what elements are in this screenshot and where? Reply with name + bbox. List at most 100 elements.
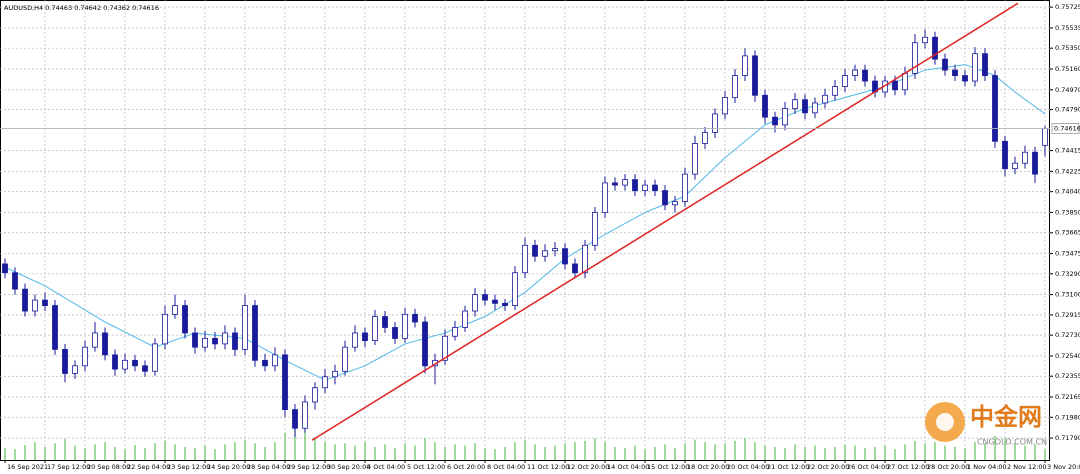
x-tick-label: 24 Sep 20:00 [207, 463, 250, 471]
y-tick-label: 0.74970 [1055, 86, 1080, 94]
x-tick-label: 2 Nov 12:00 [1007, 463, 1047, 471]
candle-body [542, 250, 548, 257]
volume-bar [834, 446, 836, 460]
volume-bar [384, 444, 386, 460]
volume-bar [274, 442, 276, 460]
candle-body [662, 190, 668, 206]
candle-body [12, 272, 18, 290]
candle-body [562, 248, 568, 265]
volume-bar [594, 438, 596, 460]
trendline [311, 2, 1019, 441]
candle-body [262, 359, 268, 367]
candle-body [712, 113, 718, 133]
candle-body [462, 310, 468, 328]
volume-bar [1014, 443, 1016, 460]
candle-body [802, 99, 808, 114]
volume-bar [574, 442, 576, 460]
x-tick-label: 18 Oct 20:00 [687, 463, 729, 471]
candle-body [692, 143, 698, 175]
x-tick-label: 29 Sep 12:00 [287, 463, 330, 471]
volume-bar [694, 439, 696, 460]
volume-bar [634, 445, 636, 460]
x-tick-label: 28 Sep 04:00 [247, 463, 290, 471]
volume-bar [1004, 438, 1006, 460]
candle-body [402, 313, 408, 339]
candle-body [232, 332, 238, 350]
volume-bar [874, 446, 876, 460]
volume-bar [674, 448, 676, 460]
volume-bar [704, 442, 706, 460]
volume-bar [624, 448, 626, 460]
volume-bar [904, 444, 906, 460]
volume-bar [114, 446, 116, 460]
candle-body [612, 182, 618, 186]
candle-body [32, 299, 38, 312]
x-tick-label: 20 Oct 04:00 [727, 463, 769, 471]
y-tick-label: 0.74225 [1055, 167, 1080, 175]
volume-bar [154, 443, 156, 460]
volume-bar [724, 443, 726, 460]
candle-body [302, 401, 308, 429]
candle-body [272, 354, 278, 367]
candle-body [352, 332, 358, 348]
volume-bar [174, 444, 176, 460]
x-tick-label: 15 Oct 12:00 [647, 463, 689, 471]
x-tick-label: 22 Oct 20:00 [807, 463, 849, 471]
candle-body [512, 272, 518, 306]
volume-bar [504, 446, 506, 460]
candle-body [622, 179, 628, 186]
volume-bar [324, 442, 326, 460]
candle-body [962, 75, 968, 82]
candle-body [242, 305, 248, 350]
candle-body [682, 173, 688, 202]
candle-body [412, 313, 418, 323]
watermark-name: 中金网 [970, 403, 1042, 431]
volume-bar [244, 439, 246, 460]
volume-bar [264, 446, 266, 460]
volume-bar [714, 444, 716, 460]
x-tick-label: 30 Sep 20:00 [327, 463, 370, 471]
volume-bar [644, 449, 646, 460]
candle-body [1022, 151, 1028, 164]
candle-body [932, 36, 938, 60]
candle-body [842, 75, 848, 87]
volume-bar [304, 428, 306, 460]
volume-bar [494, 449, 496, 460]
volume-bar [64, 439, 66, 460]
volume-bar [334, 444, 336, 460]
volume-bar [84, 448, 86, 460]
x-tick-label: 20 Sep 08:00 [87, 463, 130, 471]
x-tick-label: 5 Oct 12:00 [407, 463, 445, 471]
candle-body [722, 97, 728, 115]
volume-bar [444, 446, 446, 460]
volume-bar [884, 445, 886, 460]
volume-bar [454, 444, 456, 460]
volume-bar [124, 449, 126, 460]
y-tick-label: 0.72165 [1055, 393, 1080, 401]
volume-bar [344, 443, 346, 460]
candle-body [192, 332, 198, 348]
x-tick-label: 16 Sep 2021 [7, 463, 48, 471]
x-tick-label: 4 Oct 04:00 [367, 463, 405, 471]
candle-body [152, 343, 158, 372]
candle-body [672, 201, 678, 206]
candle-body [342, 346, 348, 372]
volume-bar [194, 448, 196, 460]
candle-body [1032, 151, 1038, 175]
volume-bar [784, 448, 786, 460]
volume-bar [604, 442, 606, 460]
y-tick-label: 0.73665 [1055, 229, 1080, 237]
y-tick-label: 0.75160 [1055, 65, 1080, 73]
candle-body [922, 36, 928, 44]
volume-bar [974, 442, 976, 460]
y-tick-label: 0.72730 [1055, 331, 1080, 339]
candle-body [82, 346, 88, 367]
volume-bar [654, 446, 656, 460]
candle-body [942, 58, 948, 71]
y-tick-label: 0.74040 [1055, 188, 1080, 196]
x-tick-label: 26 Oct 04:00 [847, 463, 889, 471]
candle-body [102, 332, 108, 356]
candle-body [762, 94, 768, 118]
candle-body [652, 184, 658, 191]
